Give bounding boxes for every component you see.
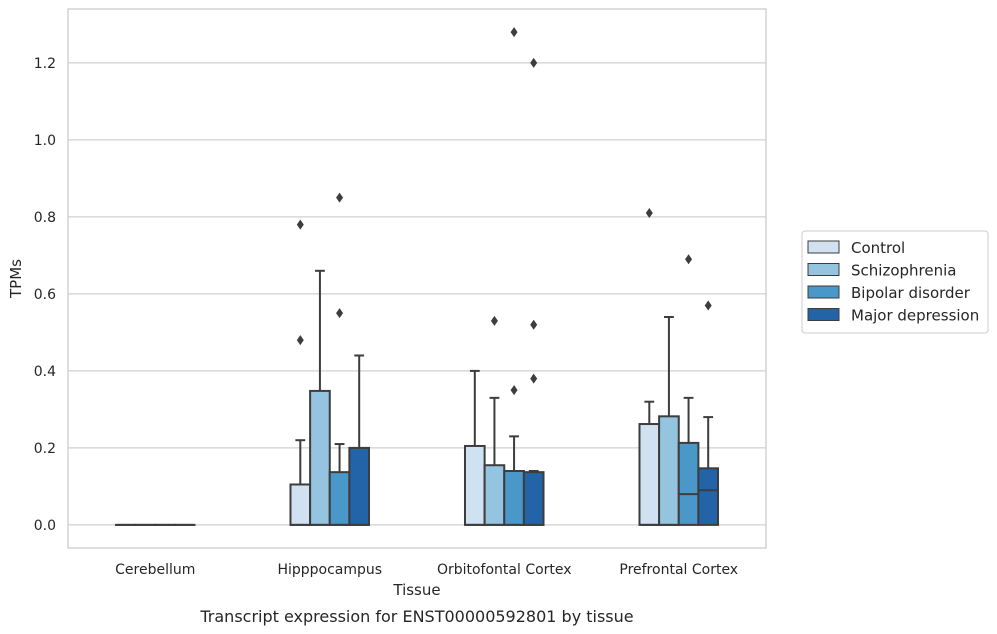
outlier-point bbox=[336, 308, 344, 319]
box-body bbox=[348, 446, 371, 526]
box-control bbox=[638, 400, 661, 526]
box-body bbox=[503, 470, 525, 526]
outlier-point bbox=[704, 300, 712, 311]
box-major-depression bbox=[522, 470, 545, 526]
box-body bbox=[697, 467, 720, 526]
x-tick-label: Prefrontal Cortex bbox=[619, 562, 738, 578]
legend-label: Major depression bbox=[851, 307, 979, 325]
box-body bbox=[522, 471, 545, 526]
box-body bbox=[309, 389, 331, 526]
outlier-point bbox=[530, 319, 538, 330]
y-tick-label: 0.0 bbox=[34, 518, 56, 534]
x-tick-label: Hipppocampus bbox=[277, 562, 382, 578]
outlier-point bbox=[530, 373, 538, 384]
box-schizophrenia bbox=[658, 316, 680, 526]
y-tick-label: 0.4 bbox=[34, 364, 56, 380]
outliers bbox=[296, 27, 712, 396]
gridlines bbox=[68, 62, 766, 526]
box-body bbox=[328, 471, 351, 526]
box-bipolar-disorder bbox=[677, 396, 700, 526]
outlier-point bbox=[296, 335, 304, 346]
outlier-point bbox=[645, 208, 653, 219]
legend-swatch bbox=[807, 308, 840, 321]
box-schizophrenia bbox=[483, 396, 506, 526]
legend-label: Schizophrenia bbox=[851, 262, 956, 280]
chart-caption: Transcript expression for ENST0000059280… bbox=[199, 607, 633, 626]
outlier-point bbox=[510, 27, 518, 38]
box-control bbox=[463, 369, 486, 526]
x-tick-label: Orbitofontal Cortex bbox=[437, 562, 572, 578]
box-body bbox=[677, 441, 700, 526]
plot-frame bbox=[67, 8, 767, 549]
box-body bbox=[658, 415, 680, 526]
box-bipolar-disorder bbox=[503, 435, 525, 526]
outlier-point bbox=[296, 219, 304, 230]
box-control bbox=[289, 439, 312, 526]
legend-swatch bbox=[807, 263, 840, 276]
box-series bbox=[114, 269, 720, 526]
x-tick-label: Cerebellum bbox=[115, 562, 195, 578]
outlier-point bbox=[490, 315, 498, 326]
y-axis-ticks: 0.0 0.2 0.4 0.6 0.8 1.0 1.2 bbox=[34, 56, 56, 534]
box-major-depression bbox=[697, 416, 720, 526]
legend-label: Control bbox=[851, 239, 905, 257]
box-body bbox=[638, 423, 661, 526]
legend-swatch bbox=[807, 285, 840, 299]
legend-frame bbox=[801, 230, 989, 334]
outlier-point bbox=[530, 57, 538, 68]
outlier-point bbox=[336, 192, 344, 203]
box-body bbox=[483, 464, 506, 526]
box-schizophrenia bbox=[309, 269, 331, 526]
y-tick-label: 1.0 bbox=[34, 133, 56, 149]
legend-label: Bipolar disorder bbox=[851, 284, 971, 302]
y-tick-label: 1.2 bbox=[34, 56, 56, 72]
y-axis-label: TPMs bbox=[7, 259, 25, 299]
box-major-depression bbox=[348, 354, 371, 526]
box-body bbox=[463, 444, 486, 526]
box-body bbox=[289, 483, 312, 526]
box-bipolar-disorder bbox=[328, 443, 351, 526]
outlier-point bbox=[685, 254, 693, 265]
x-axis-label: Tissue bbox=[392, 581, 440, 599]
x-axis-ticks: Cerebellum Hipppocampus Orbitofontal Corte… bbox=[115, 562, 738, 578]
outlier-point bbox=[510, 385, 518, 396]
legend-swatch bbox=[807, 240, 840, 254]
y-tick-label: 0.8 bbox=[34, 210, 56, 226]
y-tick-label: 0.6 bbox=[34, 287, 56, 303]
y-tick-label: 0.2 bbox=[34, 441, 56, 457]
legend: Control Schizophrenia Bipolar disorder Majo… bbox=[801, 230, 989, 334]
